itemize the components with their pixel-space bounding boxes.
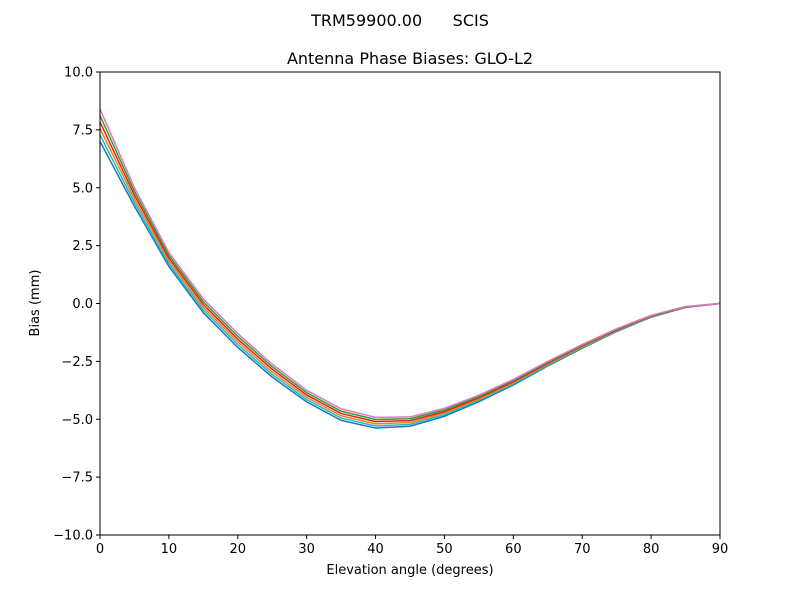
y-tick-label: 0.0 — [72, 297, 93, 312]
x-tick-label: 10 — [161, 542, 178, 557]
x-axis: 0 10 20 30 40 50 60 70 80 90 — [96, 535, 728, 557]
plot-frame — [99, 71, 721, 536]
y-axis: 10.0 7.5 5.0 2.5 0.0 −2.5 −5.0 −7.5 −10.0 — [53, 66, 100, 544]
y-tick-label: 2.5 — [72, 239, 93, 254]
series-line-2 — [99, 128, 721, 425]
x-tick-label: 70 — [574, 542, 591, 557]
x-tick-label: 50 — [436, 542, 453, 557]
y-tick-label: −10.0 — [53, 529, 93, 544]
x-axis-label: Elevation angle (degrees) — [326, 563, 493, 578]
x-tick-label: 40 — [367, 542, 384, 557]
y-tick-label: 7.5 — [72, 123, 93, 138]
chart-title: Antenna Phase Biases: GLO-L2 — [287, 49, 533, 68]
y-tick-label: 5.0 — [72, 181, 93, 196]
x-tick-label: 30 — [298, 542, 315, 557]
series-lines — [99, 108, 721, 429]
y-axis-label: Bias (mm) — [28, 270, 43, 337]
y-tick-label: 10.0 — [64, 66, 93, 81]
series-line-1 — [99, 134, 721, 427]
series-line-5 — [99, 108, 721, 419]
y-tick-label: −5.0 — [61, 413, 93, 428]
x-tick-label: 80 — [643, 542, 660, 557]
figure-suptitle: TRM59900.00 SCIS — [310, 11, 489, 30]
x-tick-label: 20 — [230, 542, 247, 557]
x-tick-label: 0 — [96, 542, 104, 557]
y-tick-label: −7.5 — [61, 471, 93, 486]
series-line-4 — [99, 115, 721, 421]
x-tick-label: 90 — [712, 542, 729, 557]
x-tick-label: 60 — [505, 542, 522, 557]
series-line-3 — [99, 121, 721, 423]
y-tick-label: −2.5 — [61, 355, 93, 370]
